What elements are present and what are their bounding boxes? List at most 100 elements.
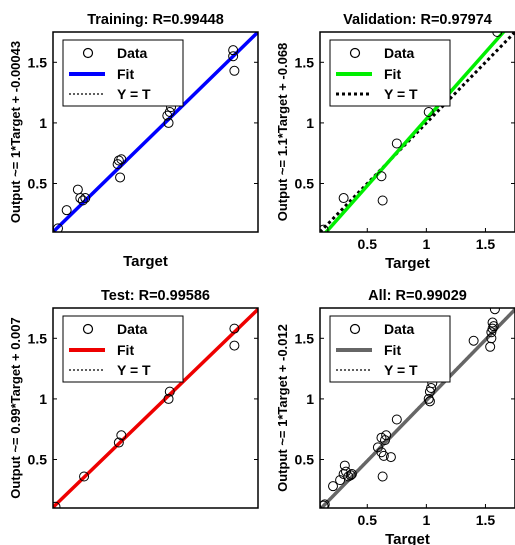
data-point	[163, 117, 174, 128]
data-point	[381, 430, 392, 441]
y-tick-label: 1	[306, 115, 314, 131]
plot-content	[53, 308, 258, 508]
data-point	[75, 193, 86, 204]
data-point	[468, 335, 479, 346]
fit-line	[323, 32, 506, 232]
legend-marker-data	[349, 47, 361, 59]
y-tick-label: 1.5	[28, 54, 48, 70]
data-point	[328, 481, 338, 492]
data-point	[229, 340, 240, 351]
legend-label-data: Data	[384, 321, 415, 337]
regression-panel-2: 0.5 1 1.5 0.5 1 1.5 Validation: R=0.97974 Targe…	[275, 12, 515, 272]
data-point	[79, 471, 90, 482]
data-point	[487, 323, 498, 334]
data-point	[338, 193, 349, 204]
y-tick-label: 0.5	[295, 176, 315, 192]
legend-label-fit: Fit	[384, 342, 401, 358]
x-tick-label: 1	[422, 236, 430, 252]
data-point	[229, 65, 240, 76]
data-point	[376, 432, 387, 443]
fit-line	[53, 308, 258, 508]
plot-content	[320, 32, 515, 232]
legend-label-identity: Y = T	[384, 362, 418, 378]
legend-marker-data	[82, 47, 94, 59]
legend: Data Fit Y = T	[329, 39, 451, 107]
panel-title: Training: R=0.99448	[87, 12, 224, 28]
y-tick-label: 1	[306, 391, 314, 407]
y-tick-label: 1	[39, 391, 47, 407]
x-tick-label: 1	[422, 512, 430, 528]
identity-line	[320, 32, 515, 232]
data-point	[492, 32, 503, 37]
x-tick-label: 1.5	[476, 236, 496, 252]
data-point	[77, 195, 88, 206]
legend-label-identity: Y = T	[117, 86, 151, 102]
data-point	[320, 500, 329, 508]
data-point	[61, 205, 72, 216]
legend-label-identity: Y = T	[117, 362, 151, 378]
data-point	[80, 193, 91, 204]
y-axis-label: Output ~= 1.1*Target + -0.068	[275, 43, 290, 222]
data-point	[339, 460, 350, 471]
x-tick-label: 0.5	[358, 236, 378, 252]
regression-panel-1: 0.5 1 1.5 Training: R=0.99448 Target Output ~…	[8, 12, 259, 270]
data-point	[229, 323, 240, 334]
x-axis-label: Target	[385, 255, 430, 272]
data-point	[163, 393, 174, 404]
data-point	[486, 333, 497, 344]
x-axis-label: Target	[385, 531, 430, 545]
data-point	[53, 501, 61, 508]
y-axis-label: Output ~= 1*Target + -0.00043	[8, 41, 23, 223]
y-tick-label: 1	[39, 115, 47, 131]
data-point	[116, 154, 127, 165]
y-tick-label: 1.5	[28, 330, 48, 346]
data-point	[335, 475, 346, 486]
x-axis-label: Target	[123, 253, 168, 270]
data-point	[164, 386, 175, 397]
y-tick-label: 1.5	[295, 330, 315, 346]
data-point	[376, 171, 387, 182]
data-point	[391, 414, 402, 425]
legend-label-data: Data	[117, 45, 148, 61]
axes-box	[52, 307, 259, 509]
data-point	[345, 470, 356, 481]
legend-box	[62, 39, 184, 107]
data-point	[343, 471, 354, 482]
data-point	[162, 110, 173, 121]
data-point	[487, 317, 498, 328]
axes-box	[319, 307, 515, 509]
data-point	[228, 45, 239, 56]
legend-label-identity: Y = T	[384, 86, 418, 102]
data-point	[320, 224, 329, 232]
data-point	[115, 172, 126, 183]
legend-label-fit: Fit	[117, 342, 134, 358]
panel-title: Validation: R=0.97974	[343, 12, 492, 28]
y-tick-label: 0.5	[28, 452, 48, 468]
data-point	[391, 138, 402, 149]
data-point	[346, 469, 357, 480]
legend-marker-data	[82, 323, 94, 335]
axes-box	[52, 31, 259, 233]
data-point	[424, 396, 435, 407]
regression-panel-4: 0.5 1 1.5 0.5 1 1.5 All: R=0.99029 Target Output…	[275, 288, 515, 545]
legend-label-fit: Fit	[384, 66, 401, 82]
panel-title: All: R=0.99029	[368, 288, 467, 304]
y-axis-label: Output ~= 0.99*Target + 0.007	[8, 317, 23, 498]
data-point	[116, 430, 127, 441]
data-point	[423, 393, 434, 404]
plot-content	[53, 32, 258, 232]
data-point	[113, 155, 124, 166]
x-tick-label: 1.5	[476, 512, 496, 528]
legend-label-data: Data	[384, 45, 415, 61]
x-tick-label: 0.5	[358, 512, 378, 528]
panel-title: Test: R=0.99586	[101, 288, 210, 304]
y-tick-label: 1.5	[295, 54, 315, 70]
data-point	[489, 308, 500, 315]
data-point	[426, 383, 437, 393]
axes-box	[319, 31, 515, 233]
legend: Data Fit Y = T	[62, 39, 184, 107]
data-point	[228, 51, 239, 62]
legend: Data Fit Y = T	[329, 315, 451, 383]
data-point	[164, 107, 175, 117]
